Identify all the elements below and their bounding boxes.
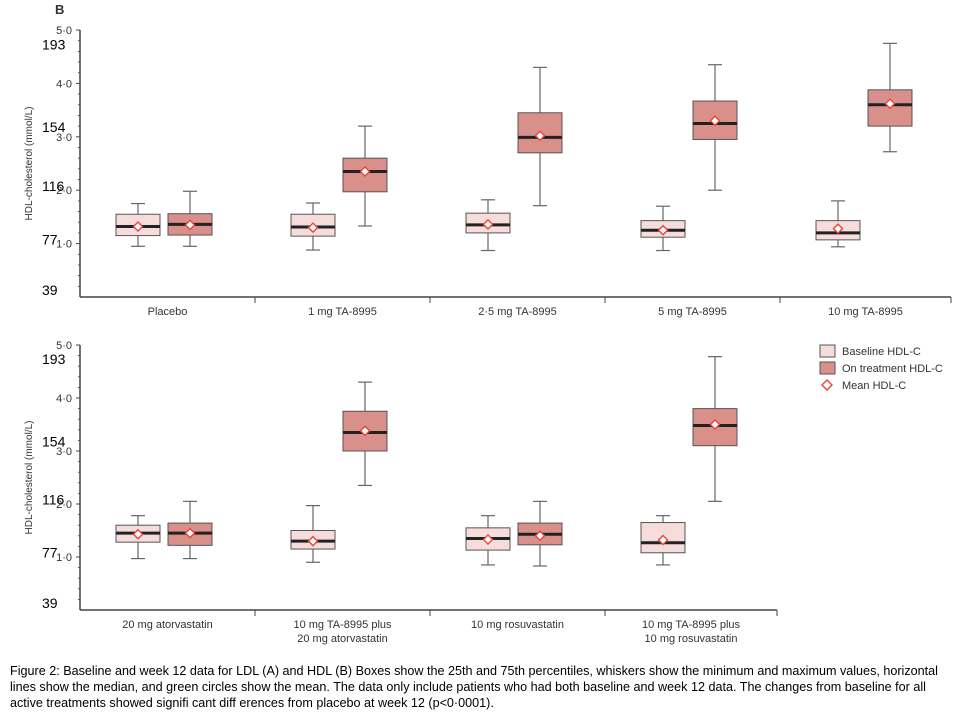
- bottom-category-label: 20 mg atorvastatin: [297, 633, 388, 645]
- top-baseline-mean-marker: [482, 218, 494, 230]
- bottom-baseline-mean-marker: [307, 535, 319, 547]
- bottom-mgdl-label: 193: [42, 351, 66, 367]
- top-boxplot-panel: 1·0 2·0 3·0 4·0 5·0 39 77 116 154 193 HDL-choleste…: [24, 25, 952, 318]
- bottom-y-tick-label: 1·0: [56, 552, 72, 564]
- top-y-tick-label: 1·0: [56, 239, 72, 251]
- bottom-category-label: 10 mg rosuvastatin: [471, 619, 564, 631]
- top-treatment-mean-marker: [534, 130, 546, 142]
- top-mgdl-label: 77: [42, 231, 58, 247]
- bottom-category-label: 10 mg rosuvastatin: [645, 633, 738, 645]
- top-category-label: 10 mg TA-8995: [828, 306, 903, 318]
- panel-label: B: [55, 2, 64, 17]
- top-y-tick-label: 5·0: [56, 25, 72, 37]
- legend: Baseline HDL-C On treatment HDL-C Mean HDL…: [819, 344, 943, 392]
- top-treatment-mean-marker: [184, 219, 196, 231]
- bottom-treatment-mean-marker: [359, 425, 371, 437]
- top-baseline-mean-marker: [132, 221, 144, 233]
- bottom-mgdl-label: 77: [42, 545, 58, 561]
- bottom-y-tick-label: 5·0: [56, 340, 72, 352]
- top-baseline-mean-marker: [307, 222, 319, 234]
- hdl-boxplot-figure: B 1·0 2·0 3·0 4·0 5·0 39 77 116 154 193 HDL-choles…: [24, 2, 952, 645]
- top-mgdl-label: 39: [42, 282, 58, 298]
- bottom-boxplot-panel: 1·0 2·0 3·0 4·0 5·0 39 77 116 154 193 HDL-choleste…: [24, 340, 778, 645]
- bottom-y-tick-label: 3·0: [56, 446, 72, 458]
- bottom-y-axis-title: HDL-cholesterol (mmol/L): [24, 421, 35, 535]
- bottom-baseline-mean-marker: [657, 534, 669, 546]
- top-mgdl-label: 154: [42, 119, 66, 135]
- legend-label: Mean HDL-C: [842, 380, 906, 392]
- top-category-label: Placebo: [148, 306, 188, 318]
- legend-label: Baseline HDL-C: [842, 346, 921, 358]
- bottom-category-label: 10 mg TA-8995 plus: [293, 619, 392, 631]
- top-y-tick-label: 2·0: [56, 185, 72, 197]
- bottom-mgdl-label: 154: [42, 433, 66, 449]
- top-y-tick-label: 4·0: [56, 78, 72, 90]
- top-category-label: 5 mg TA-8995: [658, 306, 727, 318]
- top-category-label: 1 mg TA-8995: [308, 306, 377, 318]
- bottom-treatment-mean-marker: [184, 527, 196, 539]
- bottom-y-tick-label: 2·0: [56, 499, 72, 511]
- top-y-tick-label: 3·0: [56, 132, 72, 144]
- top-mgdl-label: 116: [42, 178, 65, 194]
- bottom-category-label: 10 mg TA-8995 plus: [642, 619, 741, 631]
- bottom-category-label: 20 mg atorvastatin: [122, 619, 213, 631]
- top-mgdl-label: 193: [42, 36, 66, 52]
- legend-label: On treatment HDL-C: [842, 363, 943, 375]
- top-treatment-mean-marker: [359, 166, 371, 177]
- top-treatment-mean-marker: [709, 115, 721, 127]
- top-y-axis-title: HDL-cholesterol (mmol/L): [24, 107, 35, 221]
- bottom-baseline-mean-marker: [482, 534, 494, 545]
- top-category-label: 2·5 mg TA-8995: [478, 306, 556, 318]
- top-treatment-mean-marker: [884, 98, 896, 110]
- bottom-baseline-mean-marker: [132, 528, 144, 540]
- bottom-mgdl-label: 116: [42, 492, 65, 508]
- figure-caption: Figure 2: Baseline and week 12 data for …: [10, 664, 938, 710]
- legend-treatment-swatch: [819, 361, 836, 375]
- bottom-y-tick-label: 4·0: [56, 393, 72, 405]
- bottom-mgdl-label: 39: [42, 595, 58, 611]
- legend-mean-marker: [821, 379, 833, 391]
- bottom-treatment-mean-marker: [534, 530, 546, 542]
- top-baseline-mean-marker: [832, 223, 844, 235]
- legend-baseline-swatch: [819, 344, 836, 358]
- bottom-treatment-mean-marker: [709, 419, 721, 430]
- top-baseline-mean-marker: [657, 224, 669, 236]
